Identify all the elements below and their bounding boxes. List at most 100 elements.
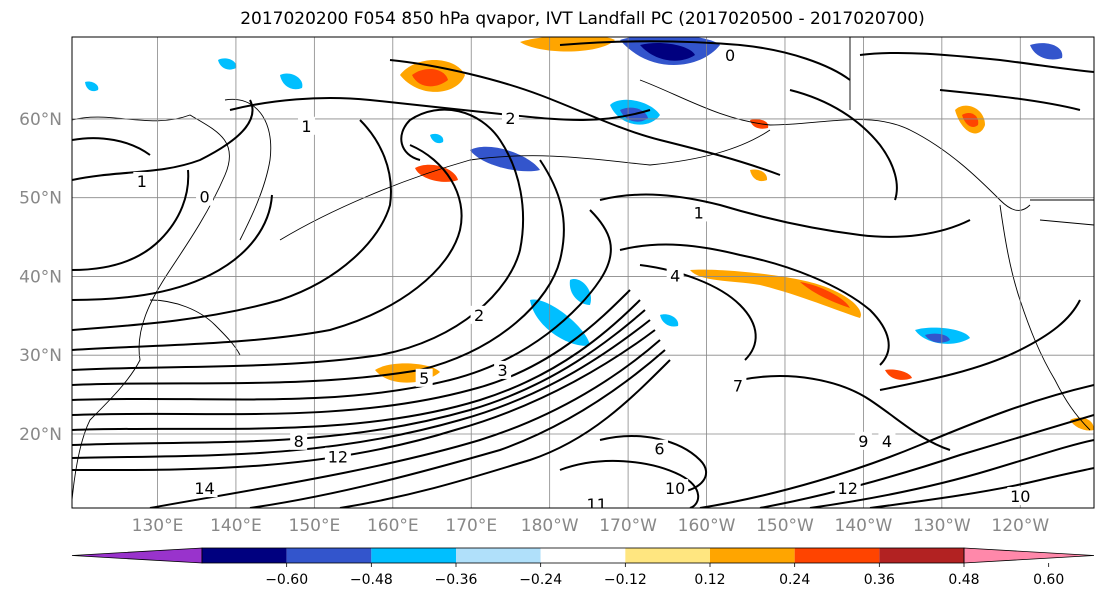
colorbar-tick-label: 0.36 bbox=[864, 572, 895, 588]
contour-label: 1 bbox=[137, 172, 147, 191]
contour-label: 6 bbox=[654, 440, 664, 459]
contour-label-background bbox=[290, 431, 308, 450]
contour-label-background bbox=[583, 494, 610, 508]
longitude-label: 150°W bbox=[756, 516, 814, 536]
positive-anomaly-core bbox=[962, 113, 979, 127]
contour-line bbox=[939, 89, 1081, 111]
contour-label-background bbox=[298, 116, 316, 135]
contour-label-background bbox=[666, 266, 684, 285]
colorbar-tick-label: 0.48 bbox=[948, 572, 979, 588]
colorbar: −0.60 −0.48 −0.36 −0.24 −0.12 0.12 0.24 0.36 0.4… bbox=[71, 547, 1095, 588]
contour-label: 11 bbox=[587, 495, 607, 514]
latitude-labels: 60°N 50°N 40°N 30°N 20°N bbox=[19, 110, 62, 445]
colorbar-extend-low bbox=[71, 547, 203, 564]
contour-line bbox=[72, 144, 463, 351]
contour-label-background bbox=[721, 45, 739, 64]
contour-line bbox=[599, 435, 708, 493]
positive-anomaly-core bbox=[412, 68, 448, 87]
negative-anomaly-region bbox=[430, 133, 444, 144]
contour-label: 14 bbox=[194, 479, 214, 498]
contour-label: 10 bbox=[1010, 487, 1030, 506]
contour-line bbox=[72, 299, 641, 431]
contour-line bbox=[149, 339, 661, 508]
contour-line bbox=[759, 414, 1094, 508]
contour-line bbox=[72, 169, 190, 271]
contour-label-background bbox=[690, 203, 708, 222]
colorbar-segment bbox=[625, 548, 710, 563]
colorbar-frame bbox=[201, 547, 965, 564]
longitude-label: 120°W bbox=[991, 516, 1049, 536]
contour-line bbox=[559, 459, 700, 508]
contour-label: 3 bbox=[498, 361, 508, 380]
latitude-label: 50°N bbox=[19, 189, 62, 209]
colorbar-tick-label: −0.12 bbox=[604, 572, 647, 588]
colorbar-segment bbox=[710, 548, 795, 563]
contour-line bbox=[72, 289, 631, 416]
colorbar-segment bbox=[456, 548, 541, 563]
longitude-label: 150°E bbox=[289, 516, 341, 536]
negative-anomaly-region bbox=[660, 314, 679, 327]
colorbar-segment bbox=[794, 548, 880, 563]
positive-anomaly-region bbox=[690, 269, 861, 318]
colorbar-tick-label: −0.24 bbox=[519, 572, 562, 588]
latitude-label: 20°N bbox=[19, 425, 62, 445]
contour-line bbox=[72, 119, 392, 331]
contour-line bbox=[72, 209, 612, 401]
plot-frame bbox=[71, 36, 1095, 509]
negative-anomaly-region bbox=[85, 81, 99, 92]
contour-line bbox=[789, 89, 898, 201]
colorbar-segment bbox=[879, 548, 964, 563]
contour-line bbox=[229, 97, 651, 121]
contour-line bbox=[339, 359, 671, 508]
contour-line bbox=[869, 467, 1094, 508]
contour-line bbox=[249, 349, 666, 508]
contour-label-background bbox=[494, 360, 512, 379]
latitude-label: 30°N bbox=[19, 346, 62, 366]
contour-label-background bbox=[854, 431, 872, 450]
map-title: 2017020200 F054 850 hPa qvapor, IVT Land… bbox=[240, 9, 925, 29]
coastlines bbox=[72, 37, 1094, 501]
longitude-label: 160°E bbox=[367, 516, 419, 536]
contour-label: 12 bbox=[838, 479, 858, 498]
contour-label-background bbox=[878, 431, 896, 450]
qvapor-anomaly-fills bbox=[85, 37, 1094, 431]
latitude-label: 60°N bbox=[19, 110, 62, 130]
coastline-japan bbox=[149, 299, 241, 356]
contour-line bbox=[72, 159, 565, 386]
colorbar-tick-label: −0.36 bbox=[435, 572, 478, 588]
contour-label: 9 bbox=[858, 432, 868, 451]
negative-anomaly-region bbox=[1030, 43, 1063, 60]
coastline-kamchatka bbox=[224, 98, 272, 241]
contour-label-background bbox=[662, 479, 689, 498]
longitude-label: 130°E bbox=[132, 516, 184, 536]
negative-anomaly-region bbox=[280, 73, 303, 90]
coastline-asia bbox=[72, 114, 230, 501]
contour-label: 0 bbox=[725, 46, 735, 65]
contour-label: 2 bbox=[474, 306, 484, 325]
positive-anomaly-region bbox=[415, 164, 458, 182]
contour-line bbox=[619, 243, 890, 366]
contour-line bbox=[879, 299, 1081, 391]
contour-label: 5 bbox=[419, 369, 429, 388]
contour-label-background bbox=[191, 479, 218, 498]
contour-label-background bbox=[650, 439, 668, 458]
contour-label: 1 bbox=[301, 117, 311, 136]
contour-label-background bbox=[470, 305, 488, 324]
negative-anomaly-region bbox=[470, 146, 540, 172]
negative-anomaly-core bbox=[640, 43, 695, 61]
contour-label: 8 bbox=[294, 432, 304, 451]
contour-label: 0 bbox=[199, 188, 209, 207]
contour-label: 10 bbox=[665, 479, 685, 498]
longitude-label: 140°E bbox=[210, 516, 262, 536]
contour-line bbox=[809, 439, 1094, 508]
contour-label-background bbox=[196, 187, 214, 206]
contour-line bbox=[72, 99, 254, 181]
contour-label: 2 bbox=[505, 109, 515, 128]
colorbar-tick-label: 0.24 bbox=[779, 572, 810, 588]
positive-anomaly-region bbox=[750, 169, 768, 182]
longitude-label: 170°W bbox=[599, 516, 657, 536]
colorbar-extend-high bbox=[963, 547, 1095, 564]
colorbar-tick-label: −0.60 bbox=[265, 572, 308, 588]
ivt-contours bbox=[72, 40, 1094, 508]
